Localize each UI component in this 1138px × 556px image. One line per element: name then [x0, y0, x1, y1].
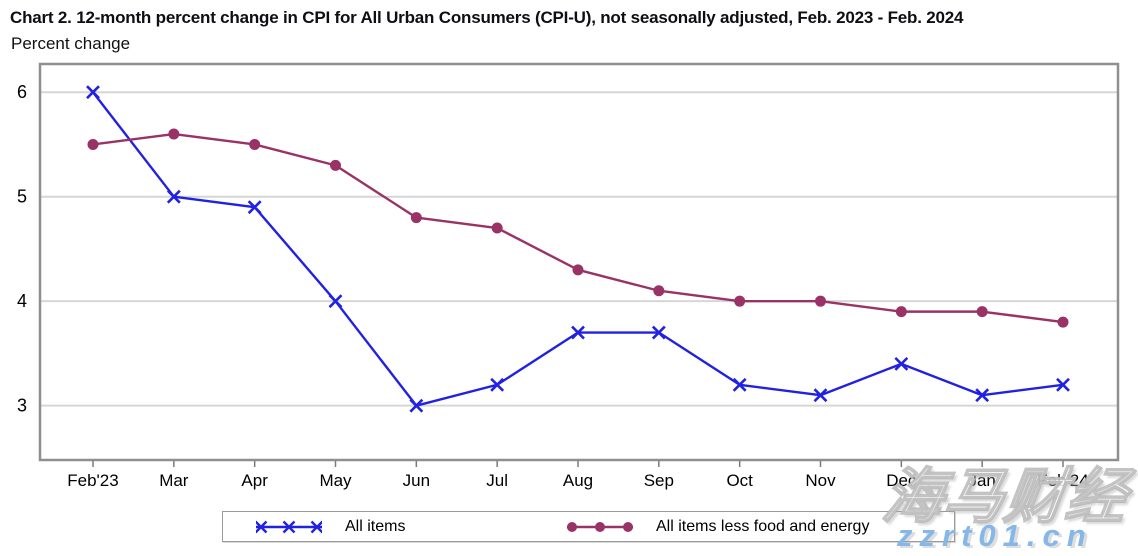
data-point-all-items: [166, 189, 181, 204]
data-point-all-items: [813, 388, 828, 403]
data-point-all-items-less-food-and-energy: [168, 128, 180, 140]
data-point-all-items-less-food-and-energy: [491, 222, 503, 234]
legend-label-core: All items less food and energy: [656, 517, 870, 535]
data-point-all-items-less-food-and-energy: [249, 138, 261, 150]
data-point-all-items-less-food-and-energy: [87, 138, 99, 150]
y-axis-units-label: Percent change: [11, 34, 131, 53]
data-point-all-items: [490, 377, 505, 392]
data-point-all-items-less-food-and-energy: [976, 306, 988, 318]
data-point-all-items: [1056, 377, 1070, 392]
y-axis-tick-label: 4: [17, 291, 27, 311]
data-point-all-items: [975, 388, 990, 403]
data-point-all-items-less-food-and-energy: [330, 159, 341, 171]
x-axis-tick-label: Feb'24: [1037, 471, 1088, 490]
y-axis-tick-label: 6: [17, 82, 27, 102]
data-point-all-items-less-food-and-energy: [1057, 316, 1069, 328]
x-axis-tick-label: Jan: [968, 471, 995, 490]
y-axis-tick-label: 3: [17, 396, 27, 416]
data-point-all-items-less-food-and-energy: [410, 212, 422, 224]
y-axis-tick-label: 5: [17, 187, 27, 207]
x-axis-tick-label: Jul: [486, 471, 508, 490]
data-point-all-items: [247, 200, 262, 215]
legend-label-all-items: All items: [345, 517, 406, 535]
x-axis-tick-label: Mar: [159, 471, 189, 490]
chart-title: Chart 2. 12-month percent change in CPI …: [10, 8, 964, 27]
x-axis-tick-label: Sep: [644, 471, 674, 490]
series-line-all-items-less-food-and-energy: [92, 132, 1064, 324]
core-line-sample-icon: [567, 521, 633, 532]
data-point-all-items: [894, 356, 909, 371]
x-axis-tick-label: Apr: [241, 471, 268, 490]
data-point-all-items-less-food-and-energy: [734, 295, 746, 307]
series-line-all-items: [92, 91, 1064, 407]
x-axis-tick-label: Jun: [403, 471, 430, 490]
data-point-all-items-less-food-and-energy: [815, 295, 826, 307]
x-axis-tick-label: Nov: [805, 471, 836, 490]
data-point-all-items: [651, 325, 666, 340]
legend-item-all-items: All items: [256, 512, 405, 541]
x-axis-tick-label: Oct: [726, 471, 753, 490]
data-point-all-items: [328, 294, 343, 309]
x-axis-tick-label: Aug: [563, 471, 593, 490]
x-axis-tick-label: Dec: [886, 471, 917, 490]
legend: All items All items less food and energy: [222, 511, 955, 542]
data-point-all-items: [86, 85, 100, 100]
data-point-all-items-less-food-and-energy: [895, 306, 907, 318]
x-axis-tick-label: Feb'23: [67, 471, 118, 490]
data-point-all-items-less-food-and-energy: [653, 285, 665, 297]
x-axis-tick-label: May: [319, 471, 352, 490]
data-point-all-items: [409, 398, 424, 413]
legend-item-core: All items less food and energy: [567, 512, 869, 541]
data-point-all-items: [732, 377, 747, 392]
plot-frame: [38, 62, 1120, 462]
all-items-line-sample-icon: [256, 520, 322, 533]
data-point-all-items: [571, 325, 585, 340]
data-point-all-items-less-food-and-energy: [572, 264, 584, 276]
